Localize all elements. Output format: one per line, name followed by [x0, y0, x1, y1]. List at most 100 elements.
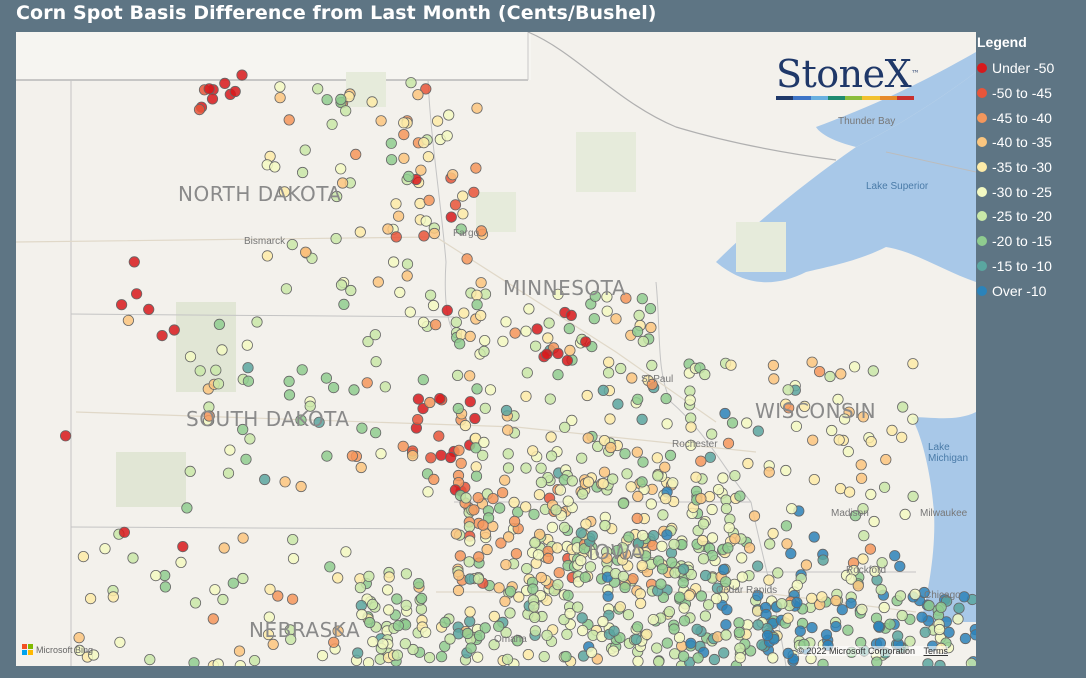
- basis-point: [499, 474, 511, 486]
- basis-point: [470, 442, 482, 454]
- basis-point: [188, 657, 200, 666]
- basis-point: [561, 628, 573, 640]
- basis-point: [229, 85, 241, 98]
- basis-point: [321, 94, 333, 106]
- basis-point: [965, 657, 976, 666]
- legend-item[interactable]: Under -50: [977, 56, 1086, 81]
- basis-point: [461, 627, 474, 640]
- legend-item[interactable]: -15 to -10: [977, 254, 1086, 279]
- basis-point: [873, 620, 885, 632]
- basis-point: [463, 521, 475, 533]
- basis-point: [428, 227, 440, 240]
- basis-point: [295, 480, 307, 493]
- basis-point: [457, 190, 469, 202]
- basis-point: [470, 470, 483, 482]
- basis-point: [471, 102, 483, 114]
- basis-point: [611, 545, 623, 557]
- map-canvas[interactable]: NORTH DAKOTA SOUTH DAKOTA MINNESOTA WISC…: [16, 32, 976, 666]
- basis-point: [434, 392, 446, 405]
- basis-point: [175, 556, 187, 569]
- basis-point: [452, 402, 464, 415]
- basis-point: [907, 490, 919, 502]
- basis-point: [240, 453, 252, 465]
- basis-point: [107, 591, 119, 603]
- basis-point: [249, 655, 261, 666]
- basis-point: [143, 303, 155, 315]
- basis-point: [299, 246, 312, 258]
- canada-region: [16, 32, 531, 80]
- basis-point: [651, 642, 663, 654]
- basis-point: [464, 370, 476, 382]
- basis-point: [581, 389, 593, 402]
- basis-point: [340, 105, 352, 117]
- logo-bar-segment: [827, 96, 845, 100]
- basis-point: [722, 437, 735, 449]
- basis-point: [477, 519, 489, 531]
- basis-point: [647, 613, 659, 626]
- legend-item[interactable]: -35 to -30: [977, 155, 1086, 180]
- basis-point: [520, 390, 532, 402]
- basis-point: [733, 617, 745, 629]
- basis-point: [720, 576, 732, 588]
- basis-point: [234, 660, 246, 666]
- basis-point: [453, 569, 465, 581]
- basis-point: [391, 649, 403, 661]
- basis-point: [313, 416, 325, 428]
- basis-point: [502, 448, 514, 460]
- basis-point: [864, 543, 877, 555]
- basis-point: [856, 603, 868, 616]
- basis-point: [348, 384, 360, 396]
- basis-point: [572, 601, 584, 613]
- basis-point: [403, 170, 415, 182]
- legend-item[interactable]: -20 to -15: [977, 229, 1086, 254]
- basis-point: [824, 370, 836, 383]
- basis-point: [706, 503, 718, 516]
- basis-point: [717, 472, 729, 484]
- basis-point: [695, 455, 707, 467]
- basis-point: [641, 628, 653, 640]
- basis-point: [216, 344, 228, 356]
- basis-point: [562, 589, 574, 602]
- basis-point: [586, 530, 598, 542]
- terms-link[interactable]: Terms: [923, 646, 949, 656]
- basis-point: [704, 451, 716, 463]
- basis-point: [776, 598, 788, 610]
- basis-point: [444, 633, 456, 645]
- basis-point: [668, 538, 680, 550]
- basis-point: [763, 574, 775, 586]
- basis-point: [529, 340, 542, 352]
- basis-point: [702, 599, 715, 611]
- basis-point: [626, 372, 638, 384]
- basis-point: [644, 302, 657, 315]
- basis-point: [794, 625, 806, 637]
- basis-point: [423, 651, 436, 664]
- basis-point: [332, 572, 344, 584]
- basis-point: [478, 345, 490, 357]
- basis-point: [685, 421, 697, 433]
- basis-point: [454, 338, 466, 350]
- basis-point: [77, 550, 90, 563]
- basis-point: [934, 659, 946, 666]
- basis-point: [481, 543, 493, 556]
- legend-item-label: -15 to -10: [992, 257, 1052, 274]
- basis-point: [500, 559, 512, 571]
- basis-point: [836, 604, 848, 616]
- basis-point: [237, 423, 249, 436]
- legend-item[interactable]: -40 to -35: [977, 130, 1086, 155]
- basis-point: [59, 430, 72, 442]
- legend-item[interactable]: Over -10: [977, 278, 1086, 303]
- basis-point: [321, 450, 333, 462]
- legend-item[interactable]: -30 to -25: [977, 179, 1086, 204]
- legend-item[interactable]: -50 to -45: [977, 81, 1086, 106]
- basis-point: [607, 645, 620, 657]
- legend-item[interactable]: -45 to -40: [977, 105, 1086, 130]
- basis-point: [350, 148, 362, 161]
- basis-point: [562, 495, 574, 507]
- legend-item[interactable]: -25 to -20: [977, 204, 1086, 229]
- basis-point: [922, 658, 934, 666]
- basis-point: [420, 626, 432, 638]
- basis-point: [752, 619, 764, 631]
- basis-point: [560, 650, 572, 663]
- basis-point: [699, 569, 712, 582]
- basis-points-layer: [59, 69, 976, 666]
